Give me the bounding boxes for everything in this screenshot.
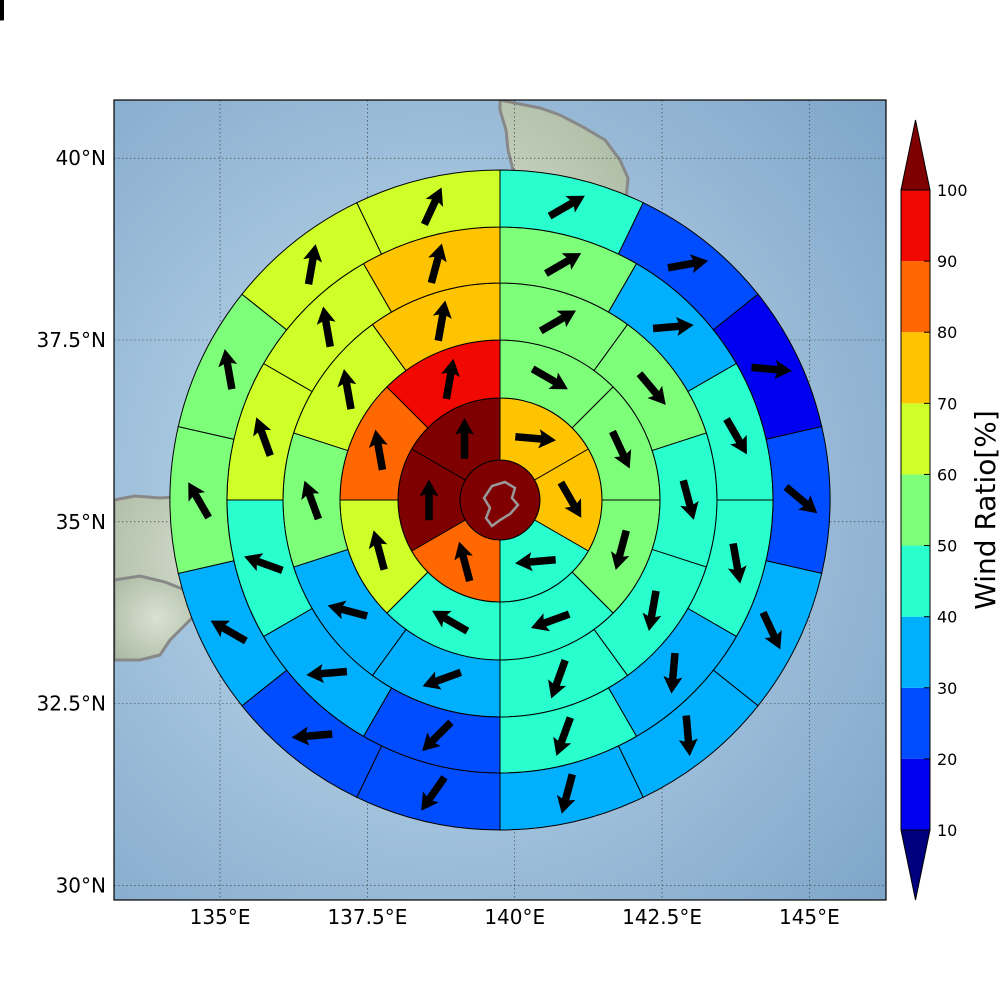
wind-arrow [652, 316, 694, 336]
wind-arrow [218, 348, 238, 390]
wind-arrow [679, 479, 699, 520]
wind-arrow [301, 480, 322, 521]
land-shikoku-edge [114, 574, 202, 662]
wind-arrow [188, 482, 212, 520]
wind-arrow [368, 530, 388, 571]
wind-arrow [441, 358, 460, 400]
axis-ticks: 135°E 137.5°E 140°E 142.5°E 145°E 40°N 37.5°N 3… [37, 146, 840, 929]
wind-arrow [530, 610, 571, 632]
wind-arrow [432, 610, 470, 635]
center-coastline [482, 480, 520, 528]
wind-arrow [0, 0, 4, 21]
wind-arrow [548, 658, 569, 699]
wind-arrow [368, 429, 388, 471]
wind-arrow [538, 310, 577, 335]
wind-arrow [663, 652, 683, 694]
wind-arrow [678, 715, 698, 757]
lat-tick-label: 40°N [56, 146, 106, 170]
wind-arrow [327, 600, 369, 620]
wind-arrow [553, 716, 574, 756]
colorbar-bin [901, 261, 930, 333]
wind-arrows [0, 0, 818, 814]
colorbar-bin [901, 687, 930, 759]
wind-arrow [454, 418, 475, 459]
colorbar-tick-label: 90 [937, 252, 957, 271]
wind-arrow [515, 552, 556, 572]
lat-tick-label: 30°N [56, 873, 106, 897]
wind-arrow [421, 775, 448, 811]
colorbar-tick-label: 40 [937, 608, 957, 627]
wind-arrow [291, 726, 333, 746]
lat-tick-label: 37.5°N [37, 328, 107, 352]
wind-arrow [557, 480, 582, 518]
colorbar-tick-label: 60 [937, 465, 957, 484]
colorbar-tick-label: 100 [937, 181, 968, 200]
colorbar-outline [900, 189, 931, 831]
wind-arrow [303, 244, 323, 285]
wind-arrow [751, 359, 793, 380]
colorbar-extend-min [900, 829, 931, 901]
wind-arrow [636, 371, 666, 405]
wind-arrow [543, 253, 582, 277]
wind-arrow [420, 187, 444, 226]
colorbar-bin [901, 758, 930, 830]
wind-arrow [610, 529, 630, 570]
wind-arrow [454, 541, 474, 583]
colorbar-bin [901, 190, 930, 262]
colorbar-tick-label: 20 [937, 750, 957, 769]
wind-arrow [727, 542, 747, 584]
wind-arrow [306, 664, 348, 684]
wind-arrow [667, 254, 709, 274]
wind-arrow [783, 484, 818, 514]
wind-arrow [244, 553, 284, 574]
lon-tick-label: 145°E [779, 905, 840, 929]
wind-arrow [759, 610, 782, 650]
colorbar-tick-label: 80 [937, 323, 957, 342]
wind-arrow [422, 668, 463, 690]
colorbar-bin [901, 332, 930, 404]
wind-sector [651, 432, 718, 568]
colorbar: 10 20 30 40 50 60 70 80 90 100 [900, 119, 968, 901]
wind-arrow [556, 773, 576, 814]
wind-arrow [422, 719, 454, 752]
wind-arrow [316, 306, 336, 348]
wind-arrow [547, 195, 585, 220]
colorbar-tick-label: 10 [937, 821, 957, 840]
wind-arrow [515, 429, 556, 449]
wind-arrow [530, 365, 568, 390]
colorbar-bin [901, 616, 930, 688]
colorbar-label: Wind Ratio[%] [969, 410, 1000, 610]
wind-arrow [609, 429, 632, 469]
colorbar-bin [901, 474, 930, 546]
wind-arrow [642, 590, 662, 631]
wind-sectors [170, 170, 831, 831]
wind-arrow [253, 417, 274, 457]
lat-tick-label: 32.5°N [37, 692, 107, 716]
wind-arrow [210, 620, 248, 645]
lat-tick-label: 35°N [56, 510, 106, 534]
map-frame [113, 99, 887, 901]
wind-arrow [419, 479, 439, 521]
colorbar-tick-label: 70 [937, 394, 957, 413]
colorbar-tick-label: 50 [937, 537, 957, 556]
lon-tick-label: 135°E [190, 905, 251, 929]
wind-arrow [427, 243, 447, 284]
colorbar-bin [901, 403, 930, 475]
colorbar-tick-label: 30 [937, 679, 957, 698]
colorbar-extend-max [900, 119, 931, 191]
lon-tick-label: 137.5°E [327, 905, 407, 929]
lon-tick-label: 142.5°E [622, 905, 702, 929]
wind-arrow [337, 369, 357, 410]
wind-arrow [432, 300, 452, 342]
lon-tick-label: 140°E [484, 905, 545, 929]
colorbar-bin [901, 545, 930, 617]
wind-arrow [723, 417, 747, 455]
